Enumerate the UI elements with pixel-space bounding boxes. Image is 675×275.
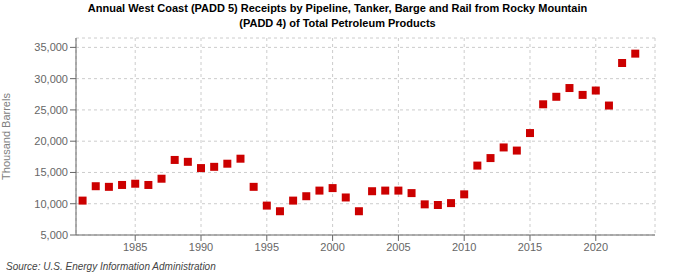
svg-text:5,000: 5,000 [40, 229, 68, 241]
svg-text:2020: 2020 [584, 241, 608, 253]
svg-text:2005: 2005 [386, 241, 410, 253]
svg-text:1990: 1990 [189, 241, 213, 253]
svg-text:1995: 1995 [255, 241, 279, 253]
svg-text:2015: 2015 [518, 241, 542, 253]
svg-text:25,000: 25,000 [34, 104, 68, 116]
svg-text:2000: 2000 [320, 241, 344, 253]
svg-text:10,000: 10,000 [34, 198, 68, 210]
svg-text:30,000: 30,000 [34, 73, 68, 85]
html-text:(PADD 4) of Total Petroleum Pr: (PADD 4) of Total Petroleum Products [239, 17, 436, 29]
svg-text:35,000: 35,000 [34, 41, 68, 53]
html-text:Source: U.S. Energy Informatio: Source: U.S. Energy Information Administ… [6, 261, 216, 272]
svg-text:2010: 2010 [452, 241, 476, 253]
svg-text:Thousand Barrels: Thousand Barrels [8, 93, 12, 180]
svg-text:1985: 1985 [123, 241, 147, 253]
svg-text:20,000: 20,000 [34, 135, 68, 147]
svg-text:15,000: 15,000 [34, 166, 68, 178]
html-text:Annual West Coast (PADD 5) Rec: Annual West Coast (PADD 5) Receipts by P… [87, 2, 588, 14]
